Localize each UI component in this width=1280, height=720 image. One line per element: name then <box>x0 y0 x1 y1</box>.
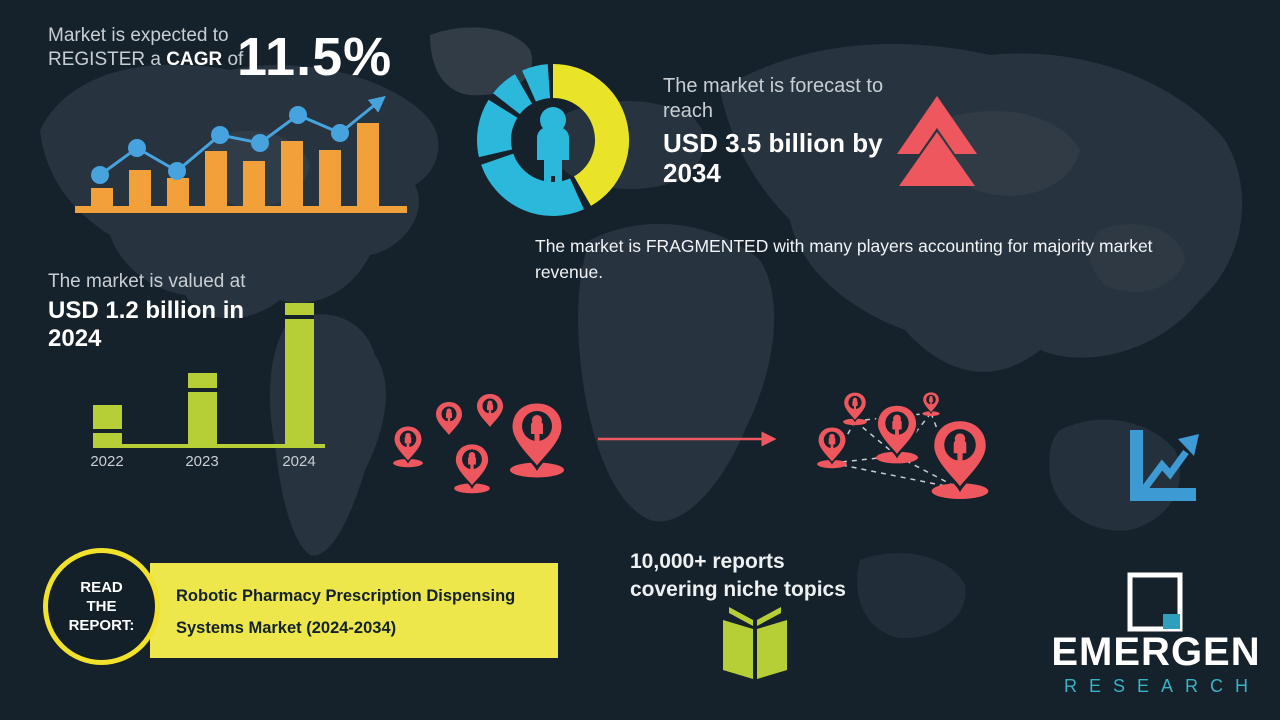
cagr-bar <box>205 151 227 206</box>
location-pin-person-icon <box>509 400 565 478</box>
cta-line3: REPORT: <box>68 617 135 634</box>
donut-segment-teal-2 <box>477 99 518 158</box>
year-label: 2023 <box>185 453 219 470</box>
fragmented-note: The market is FRAGMENTED with many playe… <box>535 236 1153 282</box>
cagr-caption-line1: Market is expected to <box>48 25 229 46</box>
location-pin-person-icon <box>436 402 462 435</box>
valuation-value: USD 1.2 billion in 2024 <box>48 297 245 352</box>
forecast-intro: The market is forecast to reach <box>663 75 884 122</box>
report-title-line1: Robotic Pharmacy Prescription Dispensing <box>176 587 516 605</box>
location-pin-person-icon <box>842 391 868 426</box>
year-label: 2022 <box>90 453 124 470</box>
donut-segment-teal-4 <box>522 64 551 102</box>
cagr-caption-line2: REGISTER a CAGR of <box>48 49 244 70</box>
value-bar <box>285 303 314 444</box>
location-pin-person-icon <box>875 403 919 464</box>
cagr-growth-chart <box>75 95 407 213</box>
network-dashed-line <box>831 462 961 490</box>
donut-segment-teal-1 <box>481 152 584 216</box>
cagr-bar <box>281 141 303 206</box>
location-pin-person-icon <box>816 425 848 469</box>
cagr-bar <box>91 188 113 206</box>
report-title-banner[interactable]: Robotic Pharmacy Prescription Dispensing… <box>150 563 558 658</box>
report-title-line2: Systems Market (2024-2034) <box>176 619 397 637</box>
location-pin-person-icon <box>477 394 503 427</box>
cagr-bar <box>167 178 189 206</box>
bar-stripe <box>188 388 217 392</box>
cta-line1: READ <box>80 579 123 596</box>
forecast-value: USD 3.5 billion by 2034 <box>663 128 883 188</box>
year-label: 2024 <box>282 453 316 470</box>
valuation-intro: The market is valued at <box>48 271 246 292</box>
bar-stripe <box>285 315 314 319</box>
emergen-logo-icon <box>1127 572 1183 632</box>
cagr-bar <box>357 123 379 206</box>
double-up-arrow-icon <box>897 96 977 186</box>
location-pin-person-icon <box>392 424 424 468</box>
chart-baseline <box>93 444 325 448</box>
value-bar <box>93 405 122 444</box>
read-the-report-button[interactable]: READ THE REPORT: <box>43 548 160 665</box>
open-book-icon <box>723 607 787 679</box>
cagr-trend-line <box>91 95 386 184</box>
cagr-caption: Market is expected to REGISTER a CAGR of <box>48 24 243 72</box>
bar-stripe <box>93 429 122 433</box>
valuation-block: The market is valued at USD 1.2 billion … <box>48 270 273 353</box>
logo-title: EMERGEN <box>1051 630 1261 674</box>
location-pin-person-icon <box>922 391 940 417</box>
value-bar <box>188 373 217 444</box>
location-pin-person-icon <box>931 418 989 499</box>
donut-segment-yellow <box>552 64 629 206</box>
forecast-block: The market is forecast to reach USD 3.5 … <box>663 74 915 188</box>
network-dashed-line <box>854 412 932 422</box>
chart-up-arrow-icon <box>1130 430 1199 501</box>
donut-segment-teal-3 <box>493 74 533 115</box>
logo-subtitle: RESEARCH <box>1063 676 1261 696</box>
cagr-bar <box>243 161 265 206</box>
reports-block: 10,000+ reports covering niche topics <box>630 548 846 604</box>
cagr-value: 11.5% <box>237 27 393 87</box>
reports-line1: 10,000+ reports <box>630 550 785 573</box>
cagr-bar <box>319 150 341 206</box>
population-donut-chart <box>477 64 629 216</box>
reports-line2: covering niche topics <box>630 578 846 601</box>
cagr-bar <box>129 170 151 206</box>
market-value-chart: 2022 2023 2024 <box>90 295 333 473</box>
person-icon <box>537 107 569 188</box>
location-pin-person-icon <box>453 442 491 494</box>
chart-baseline <box>75 206 407 213</box>
cta-line2: THE <box>86 598 117 615</box>
